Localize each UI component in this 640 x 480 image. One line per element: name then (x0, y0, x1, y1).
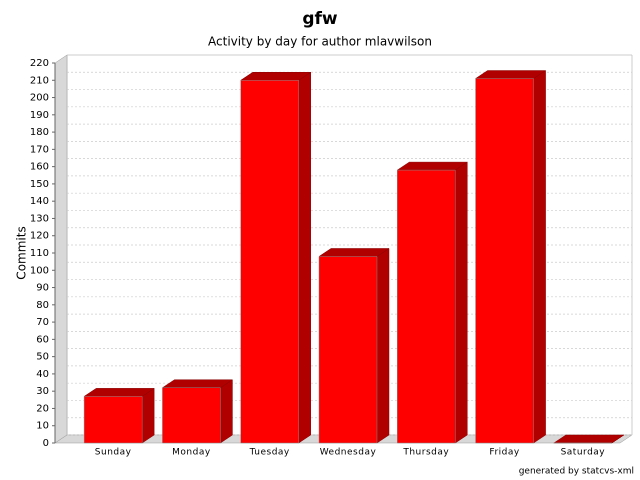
x-tick-label: Friday (489, 448, 519, 458)
bar-front (162, 387, 221, 444)
bar-top (318, 248, 390, 257)
y-tick-label: 210 (30, 75, 49, 86)
bar-front (318, 256, 378, 444)
y-axis-label: Commits (15, 226, 29, 279)
bar (161, 379, 234, 444)
bar-top (83, 388, 155, 397)
y-tick-label: 220 (30, 58, 49, 69)
x-tick-label: Saturday (561, 448, 606, 458)
x-tick-label: Monday (172, 448, 211, 458)
bar (83, 387, 155, 444)
y-tick-label: 20 (36, 403, 49, 414)
y-tick-label: 170 (30, 144, 49, 155)
x-tick-label: Thursday (402, 448, 449, 458)
bar-front (397, 169, 456, 444)
bar-front (240, 80, 299, 444)
y-tick-label: 200 (30, 93, 49, 104)
y-tick-label: 140 (30, 196, 49, 207)
bar-front (475, 78, 534, 444)
y-tick-label: 150 (30, 179, 49, 190)
y-tick-label: 30 (36, 386, 49, 397)
bar-side (533, 70, 546, 444)
y-tick-label: 60 (36, 334, 49, 345)
bar-side (455, 161, 468, 444)
chart-title: gfw (302, 9, 338, 29)
left-wall (54, 54, 68, 444)
y-tick-label: 90 (36, 283, 49, 294)
y-tick-label: 100 (30, 265, 49, 276)
chart-subtitle: Activity by day for author mlavwilson (208, 35, 432, 49)
bar-top (553, 434, 625, 444)
bar-side (376, 247, 390, 444)
bar-front (83, 396, 143, 444)
bar (553, 434, 625, 444)
bar (474, 70, 547, 444)
y-tick-label: 80 (36, 300, 49, 311)
bar-side (141, 387, 155, 444)
y-tick-label: 190 (30, 110, 49, 121)
x-tick-label: Wednesday (320, 448, 377, 458)
bar (396, 161, 469, 444)
bar-side (220, 379, 233, 444)
y-tick-label: 10 (36, 421, 49, 432)
y-tick-label: 40 (36, 369, 49, 380)
y-tick-label: 70 (36, 317, 49, 328)
x-tick-label: Sunday (95, 448, 132, 458)
x-tick-label: Tuesday (249, 448, 290, 458)
bar (318, 247, 390, 444)
y-tick-label: 180 (30, 127, 49, 138)
bar-top (396, 161, 469, 171)
bar-top (161, 379, 234, 388)
bar-top (239, 72, 312, 81)
y-tick-label: 160 (30, 162, 49, 173)
bar-side (298, 71, 311, 444)
y-tick-label: 50 (36, 352, 49, 363)
y-tick-label: 130 (30, 213, 49, 224)
bar (239, 71, 312, 444)
y-tick-label: 0 (43, 438, 49, 449)
footer: generated by statcvs-xml (519, 467, 634, 477)
y-tick-label: 120 (30, 231, 49, 242)
bar-top (474, 70, 547, 79)
y-tick-label: 110 (30, 248, 49, 259)
